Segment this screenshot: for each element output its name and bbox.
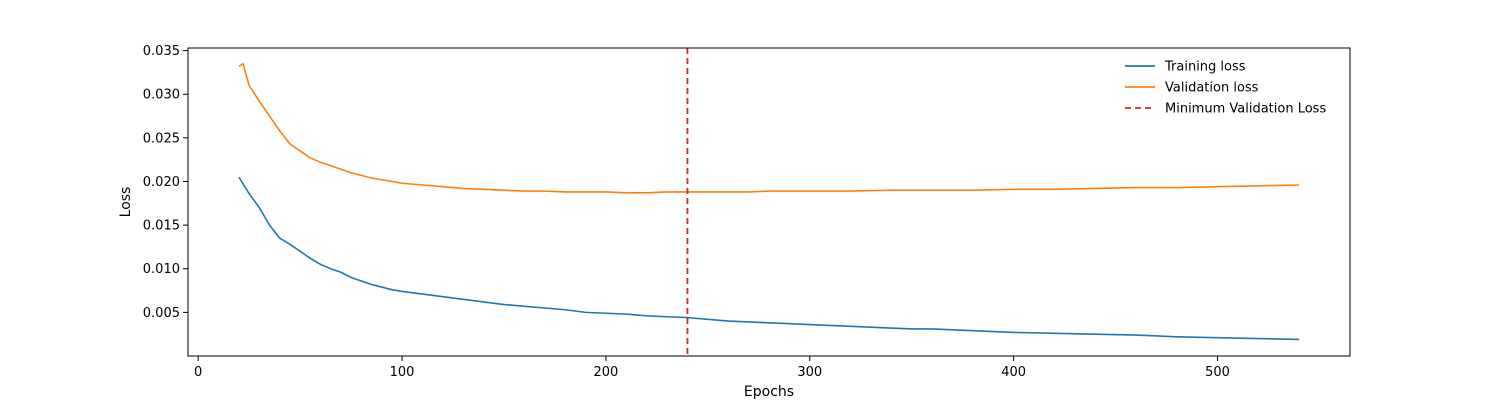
legend-label: Validation loss	[1165, 81, 1259, 96]
y-tick-label: 0.030	[143, 88, 180, 103]
x-tick-label: 500	[1205, 365, 1230, 380]
x-axis-label: Epochs	[744, 384, 794, 400]
plot-area	[188, 48, 1350, 356]
y-tick-label: 0.035	[143, 44, 180, 59]
y-tick-label: 0.005	[143, 306, 180, 321]
series-line-training-loss	[238, 176, 1300, 341]
legend-label: Minimum Validation Loss	[1165, 102, 1326, 117]
x-tick-label: 400	[1001, 365, 1026, 380]
x-tick-label: 100	[390, 365, 415, 380]
series-layer	[238, 62, 1300, 341]
y-axis: 0.005 0.010 0.015 0.020 0.025 0.030 0.035	[143, 44, 188, 321]
y-tick-label: 0.015	[143, 219, 180, 234]
x-axis: 0 100 200 300 400 500	[194, 356, 1230, 380]
legend: Training loss Validation loss Minimum Vali…	[1125, 60, 1326, 117]
y-tick-label: 0.025	[143, 131, 180, 146]
y-axis-label: Loss	[118, 187, 134, 218]
plot-frame	[187, 47, 1351, 357]
x-tick-label: 0	[194, 365, 202, 380]
y-tick-label: 0.020	[143, 175, 180, 190]
series-line-validation-loss	[238, 62, 1300, 194]
y-tick-label: 0.010	[143, 262, 180, 277]
legend-label: Training loss	[1164, 60, 1246, 75]
x-tick-label: 200	[593, 365, 618, 380]
x-tick-label: 300	[797, 365, 822, 380]
